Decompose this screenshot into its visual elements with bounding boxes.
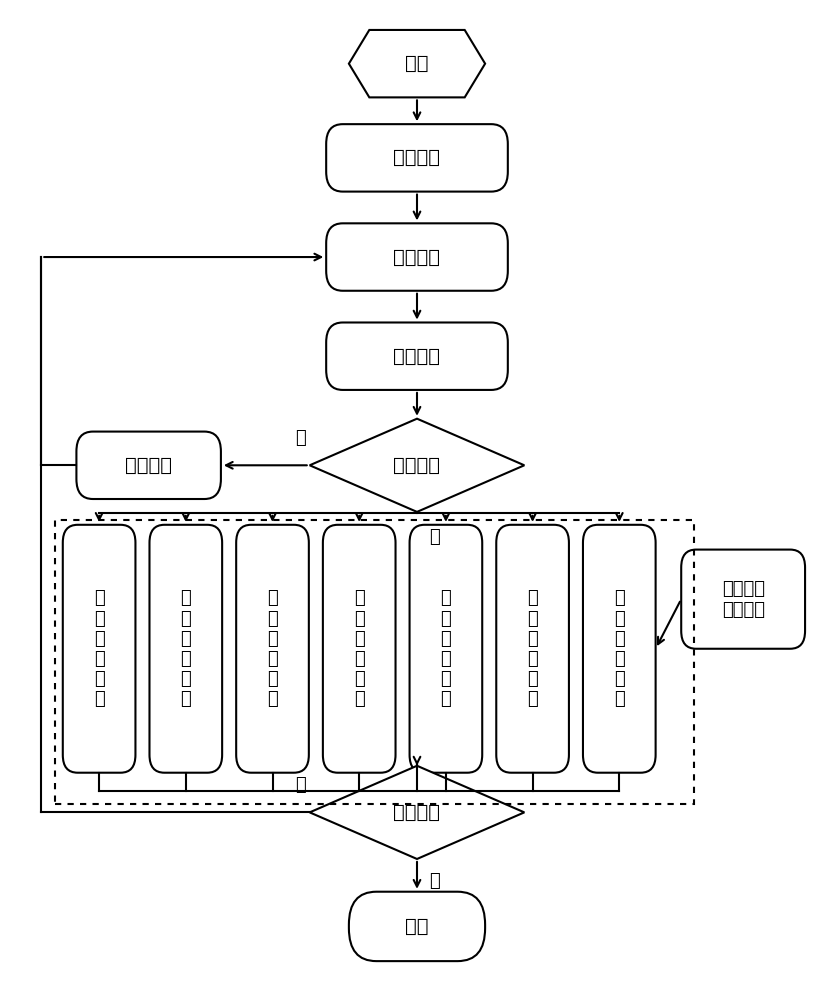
Text: 基
体
压
缩
失
效: 基 体 压 缩 失 效 [354, 590, 364, 708]
Text: 否: 否 [294, 429, 305, 447]
Text: 分
层
压
缩
失
效: 分 层 压 缩 失 效 [527, 590, 538, 708]
Text: 材料不变: 材料不变 [125, 456, 172, 475]
Text: 是: 是 [430, 528, 440, 546]
FancyBboxPatch shape [496, 525, 569, 773]
FancyBboxPatch shape [236, 525, 309, 773]
Text: 否: 否 [294, 776, 305, 794]
Text: 开始: 开始 [405, 54, 429, 73]
Text: 建立模型: 建立模型 [394, 148, 440, 167]
Text: 应力分析: 应力分析 [394, 248, 440, 267]
Text: 停止: 停止 [405, 917, 429, 936]
Text: 纤
基
剪
切
失
效: 纤 基 剪 切 失 效 [614, 590, 625, 708]
Text: 结构失效: 结构失效 [394, 803, 440, 822]
Polygon shape [309, 766, 525, 859]
FancyBboxPatch shape [323, 525, 395, 773]
Text: 基本材料
性能参数: 基本材料 性能参数 [721, 580, 765, 619]
Text: 是: 是 [430, 872, 440, 890]
FancyBboxPatch shape [409, 525, 482, 773]
Polygon shape [349, 30, 485, 97]
FancyBboxPatch shape [149, 525, 222, 773]
FancyBboxPatch shape [326, 322, 508, 390]
Text: 检查失效: 检查失效 [394, 456, 440, 475]
Polygon shape [309, 419, 525, 512]
Bar [55, 520, 695, 804]
Text: 纤
维
拉
伸
失
效: 纤 维 拉 伸 失 效 [93, 590, 104, 708]
FancyBboxPatch shape [77, 432, 221, 499]
Text: 分
层
拉
伸
失
效: 分 层 拉 伸 失 效 [440, 590, 451, 708]
FancyBboxPatch shape [583, 525, 656, 773]
Text: 纤
维
压
缩
失
效: 纤 维 压 缩 失 效 [180, 590, 191, 708]
FancyBboxPatch shape [326, 124, 508, 192]
FancyBboxPatch shape [326, 223, 508, 291]
FancyBboxPatch shape [681, 550, 805, 649]
FancyBboxPatch shape [63, 525, 135, 773]
Text: 失效分析: 失效分析 [394, 347, 440, 366]
Text: 基
体
拉
伸
失
效: 基 体 拉 伸 失 效 [267, 590, 278, 708]
FancyBboxPatch shape [349, 892, 485, 961]
